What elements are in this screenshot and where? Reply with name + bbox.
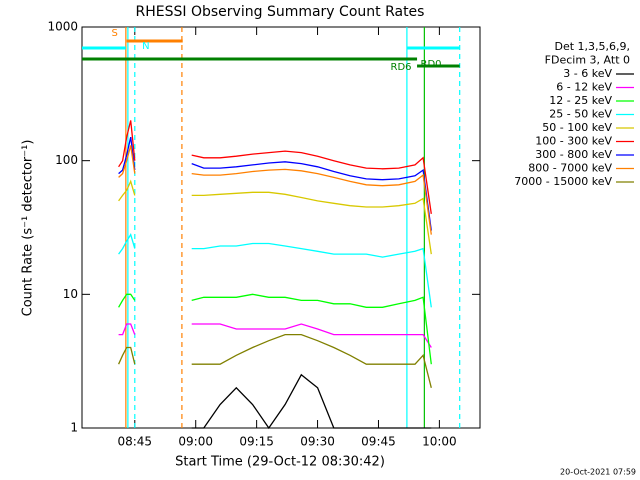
plot-frame — [81, 26, 481, 429]
series-line — [118, 179, 136, 202]
legend-header: FDecim 3, Att 0 — [545, 54, 630, 67]
series-line — [118, 293, 136, 308]
series-line — [191, 373, 432, 430]
legend-label: 300 - 800 keV — [535, 148, 612, 161]
y-tick-label: 10 — [63, 287, 78, 301]
x-tick-label: 09:15 — [239, 435, 274, 449]
series-line — [191, 168, 432, 235]
legend-label: 50 - 100 keV — [542, 121, 612, 134]
state-label: RD0 — [421, 59, 442, 70]
series-line — [191, 150, 432, 214]
state-label: N — [142, 41, 149, 52]
series-line — [118, 233, 136, 255]
series-line — [191, 191, 432, 255]
state-label: S — [111, 28, 117, 39]
series-line — [118, 120, 136, 168]
series-line — [191, 242, 432, 308]
chart-title: RHESSI Observing Summary Count Rates — [136, 4, 425, 20]
x-tick-label: 10:00 — [422, 435, 457, 449]
legend-label: 25 - 50 keV — [549, 108, 612, 121]
legend-label: 3 - 6 keV — [563, 67, 612, 80]
legend-label: 800 - 7000 keV — [528, 162, 612, 175]
legend-label: 6 - 12 keV — [556, 81, 612, 94]
state-label: RD6 — [391, 62, 412, 73]
x-tick-label: 09:00 — [178, 435, 213, 449]
series-line — [118, 136, 136, 175]
legend-label: 100 - 300 keV — [535, 135, 612, 148]
y-tick-label: 1000 — [47, 20, 78, 34]
series-line — [118, 323, 136, 336]
series-line — [191, 333, 432, 388]
y-axis-label: Count Rate (s⁻¹ detector⁻¹) — [21, 140, 36, 317]
y-tick-label: 100 — [55, 153, 78, 167]
x-tick-label: 08:45 — [117, 435, 152, 449]
legend-label: 7000 - 15000 keV — [514, 175, 612, 188]
footer: 20-Oct-2021 07:59 — [560, 468, 636, 477]
series-line — [191, 293, 432, 365]
series-line — [191, 323, 432, 348]
x-axis-label: Start Time (29-Oct-12 08:30:42) — [175, 455, 385, 470]
series-line — [118, 145, 136, 178]
series-line — [118, 346, 136, 365]
x-tick-label: 09:30 — [300, 435, 335, 449]
y-tick-label: 1 — [70, 421, 78, 435]
x-tick-label: 09:45 — [361, 435, 396, 449]
legend-label: 12 - 25 keV — [549, 94, 612, 107]
legend-header: Det 1,3,5,6,9, — [554, 40, 630, 53]
series-line — [191, 161, 432, 231]
